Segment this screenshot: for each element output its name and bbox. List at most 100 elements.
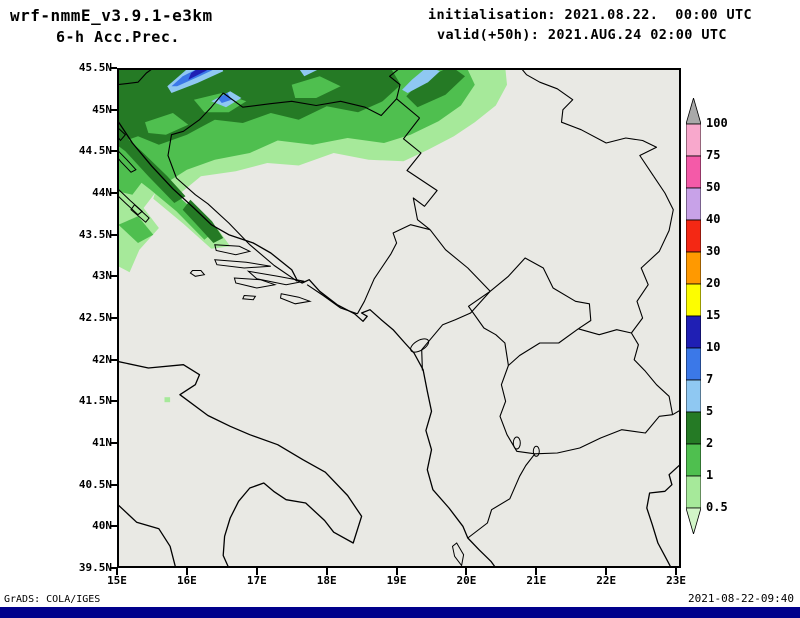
country-border xyxy=(402,117,438,231)
lake-outline xyxy=(532,445,540,457)
lat-tick-label: 42.5N xyxy=(78,311,112,324)
colorbar-segment xyxy=(686,379,701,413)
colorbar-label: 100 xyxy=(706,116,728,130)
model-title: wrf-nmmE_v3.9.1-e3km xyxy=(10,6,213,25)
island-outline xyxy=(189,270,206,277)
coastline xyxy=(646,463,681,568)
country-border xyxy=(534,414,673,455)
lon-tick-label: 18E xyxy=(316,574,337,587)
lat-tick-mark xyxy=(110,525,117,528)
lat-tick-mark xyxy=(110,150,117,153)
lat-tick-label: 45.5N xyxy=(78,61,112,74)
country-border xyxy=(508,328,579,366)
precip-area-p1_2 xyxy=(291,76,341,98)
colorbar-label: 10 xyxy=(706,340,721,354)
lat-tick-label: 41N xyxy=(92,436,112,449)
colorbar-label: 0.5 xyxy=(706,500,728,514)
precip-area-p5_7 xyxy=(167,68,224,93)
country-border xyxy=(222,92,420,119)
colorbar-segment xyxy=(686,187,701,221)
colorbar-label: 7 xyxy=(706,372,714,386)
island-outline xyxy=(117,187,143,216)
coastline xyxy=(117,119,497,568)
country-border xyxy=(117,68,154,86)
precip-area-p0_5_1 xyxy=(164,397,171,403)
lat-tick-mark xyxy=(110,192,117,194)
precip-area-p7_10 xyxy=(171,68,217,87)
lat-tick-label: 43.5N xyxy=(78,227,112,241)
precip-area-p7_10 xyxy=(217,93,232,103)
country-border xyxy=(467,453,536,539)
lon-tick-mark xyxy=(465,568,468,575)
country-border xyxy=(630,332,674,415)
precip-area-p10_15 xyxy=(188,68,211,80)
lake-outline xyxy=(512,436,521,450)
colorbar-label: 1 xyxy=(706,468,714,482)
colorbar-arrow-top xyxy=(686,98,701,125)
valid-time: valid(+50h): 2021.AUG.24 02:00 UTC xyxy=(437,27,727,43)
precipitation-map-canvas xyxy=(117,68,681,568)
colorbar xyxy=(686,98,701,534)
lat-tick-mark xyxy=(110,108,117,111)
island-outline xyxy=(233,277,277,289)
country-border xyxy=(630,175,674,334)
country-border xyxy=(167,92,298,282)
lon-tick-label: 20E xyxy=(456,574,477,587)
colorbar-segment xyxy=(686,123,701,157)
lon-tick-label: 15E xyxy=(107,574,127,587)
colorbar-segment xyxy=(686,411,701,445)
colorbar-label: 20 xyxy=(706,276,721,290)
country-border xyxy=(389,68,401,99)
precip-area-p1_2 xyxy=(118,216,154,243)
precip-area-p2_5 xyxy=(406,68,465,108)
island-outline xyxy=(279,293,312,305)
colorbar-segment xyxy=(686,315,701,349)
coastline xyxy=(117,360,363,568)
lat-tick-label: 45N xyxy=(92,102,112,116)
precip-area-p2_5 xyxy=(182,199,224,243)
precip-area-p5_7 xyxy=(298,68,322,77)
country-border xyxy=(499,365,535,455)
island-outline xyxy=(117,126,127,142)
lat-tick-label: 44N xyxy=(92,186,112,199)
country-border xyxy=(306,284,358,315)
island-outline xyxy=(214,244,252,256)
country-border xyxy=(578,328,632,336)
country-border xyxy=(489,257,592,330)
lat-tick-mark xyxy=(110,567,117,569)
colorbar-segment xyxy=(686,443,701,477)
lat-tick-mark xyxy=(110,233,117,236)
colorbar-segment xyxy=(686,475,701,509)
country-border xyxy=(429,229,491,292)
precip-area-p1_2 xyxy=(145,113,189,135)
lon-tick-mark xyxy=(395,568,398,575)
country-border xyxy=(467,290,509,366)
lat-tick-label: 39.5N xyxy=(78,561,112,574)
colorbar-segment xyxy=(686,219,701,253)
lon-tick-mark xyxy=(675,568,678,575)
product-title: 6-h Acc.Prec. xyxy=(56,28,180,46)
country-border xyxy=(356,224,431,315)
colorbar-label: 15 xyxy=(706,308,721,322)
lake-outline xyxy=(410,338,430,353)
lon-tick-mark xyxy=(185,568,188,575)
lat-tick-label: 40N xyxy=(92,519,112,533)
grads-credit: GrADS: COLA/IGES xyxy=(4,594,101,605)
lat-tick-mark xyxy=(110,317,117,319)
lat-tick-mark xyxy=(110,400,117,403)
island-outline xyxy=(130,203,150,223)
lat-tick-label: 41.5N xyxy=(78,394,112,408)
colorbar-label: 5 xyxy=(706,404,714,418)
lat-tick-mark xyxy=(110,483,117,486)
lon-tick-label: 16E xyxy=(176,574,197,587)
colorbar-segment xyxy=(686,347,701,381)
creation-timestamp: 2021-08-22-09:40 xyxy=(688,592,794,605)
colorbar-arrow-bottom xyxy=(686,507,701,534)
country-border xyxy=(421,290,491,371)
colorbar-label: 75 xyxy=(706,148,721,162)
lat-tick-label: 40.5N xyxy=(78,477,112,491)
lon-tick-label: 22E xyxy=(596,574,617,587)
map-frame xyxy=(117,68,681,568)
lon-tick-mark xyxy=(325,568,328,575)
